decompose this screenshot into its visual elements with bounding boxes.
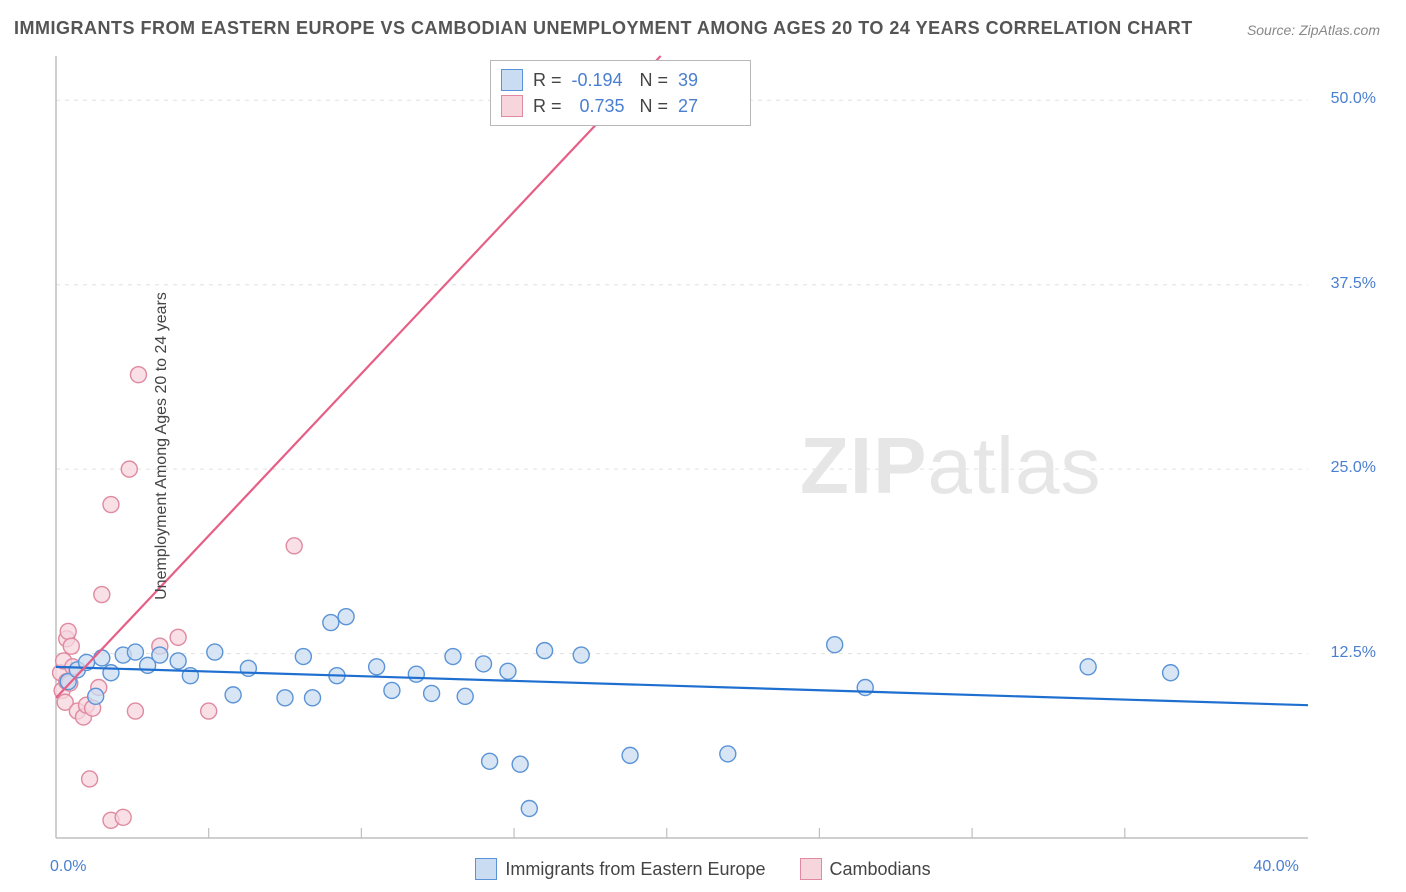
x-tick-label: 0.0%: [50, 858, 86, 876]
legend-bottom: Immigrants from Eastern Europe Cambodian…: [0, 858, 1406, 880]
n-value-pink: 27: [678, 93, 736, 119]
swatch-pink-icon: [501, 95, 523, 117]
legend-item-blue: Immigrants from Eastern Europe: [475, 858, 765, 880]
y-tick-label: 50.0%: [1331, 90, 1376, 108]
n-label: N =: [640, 67, 669, 93]
n-label: N =: [640, 93, 669, 119]
r-value-pink: 0.735: [572, 93, 630, 119]
x-tick-label: 40.0%: [1253, 858, 1298, 876]
r-label: R =: [533, 67, 562, 93]
r-label: R =: [533, 93, 562, 119]
chart-area: R = -0.194 N = 39 R = 0.735 N = 27 ZIPat…: [50, 50, 1382, 844]
chart-title: IMMIGRANTS FROM EASTERN EUROPE VS CAMBOD…: [14, 18, 1193, 39]
swatch-blue-icon: [501, 69, 523, 91]
y-tick-label: 37.5%: [1331, 275, 1376, 293]
n-value-blue: 39: [678, 67, 736, 93]
swatch-pink-icon: [800, 858, 822, 880]
y-tick-label: 12.5%: [1331, 644, 1376, 662]
scatter-plot-svg: [50, 50, 1382, 844]
legend-row-series-blue: R = -0.194 N = 39: [501, 67, 736, 93]
correlation-legend: R = -0.194 N = 39 R = 0.735 N = 27: [490, 60, 751, 126]
y-axis-label: Unemployment Among Ages 20 to 24 years: [153, 292, 171, 600]
legend-label-pink: Cambodians: [830, 859, 931, 880]
r-value-blue: -0.194: [572, 67, 630, 93]
legend-row-series-pink: R = 0.735 N = 27: [501, 93, 736, 119]
legend-label-blue: Immigrants from Eastern Europe: [505, 859, 765, 880]
swatch-blue-icon: [475, 858, 497, 880]
legend-item-pink: Cambodians: [800, 858, 931, 880]
y-tick-label: 25.0%: [1331, 459, 1376, 477]
source-attribution: Source: ZipAtlas.com: [1247, 22, 1380, 38]
